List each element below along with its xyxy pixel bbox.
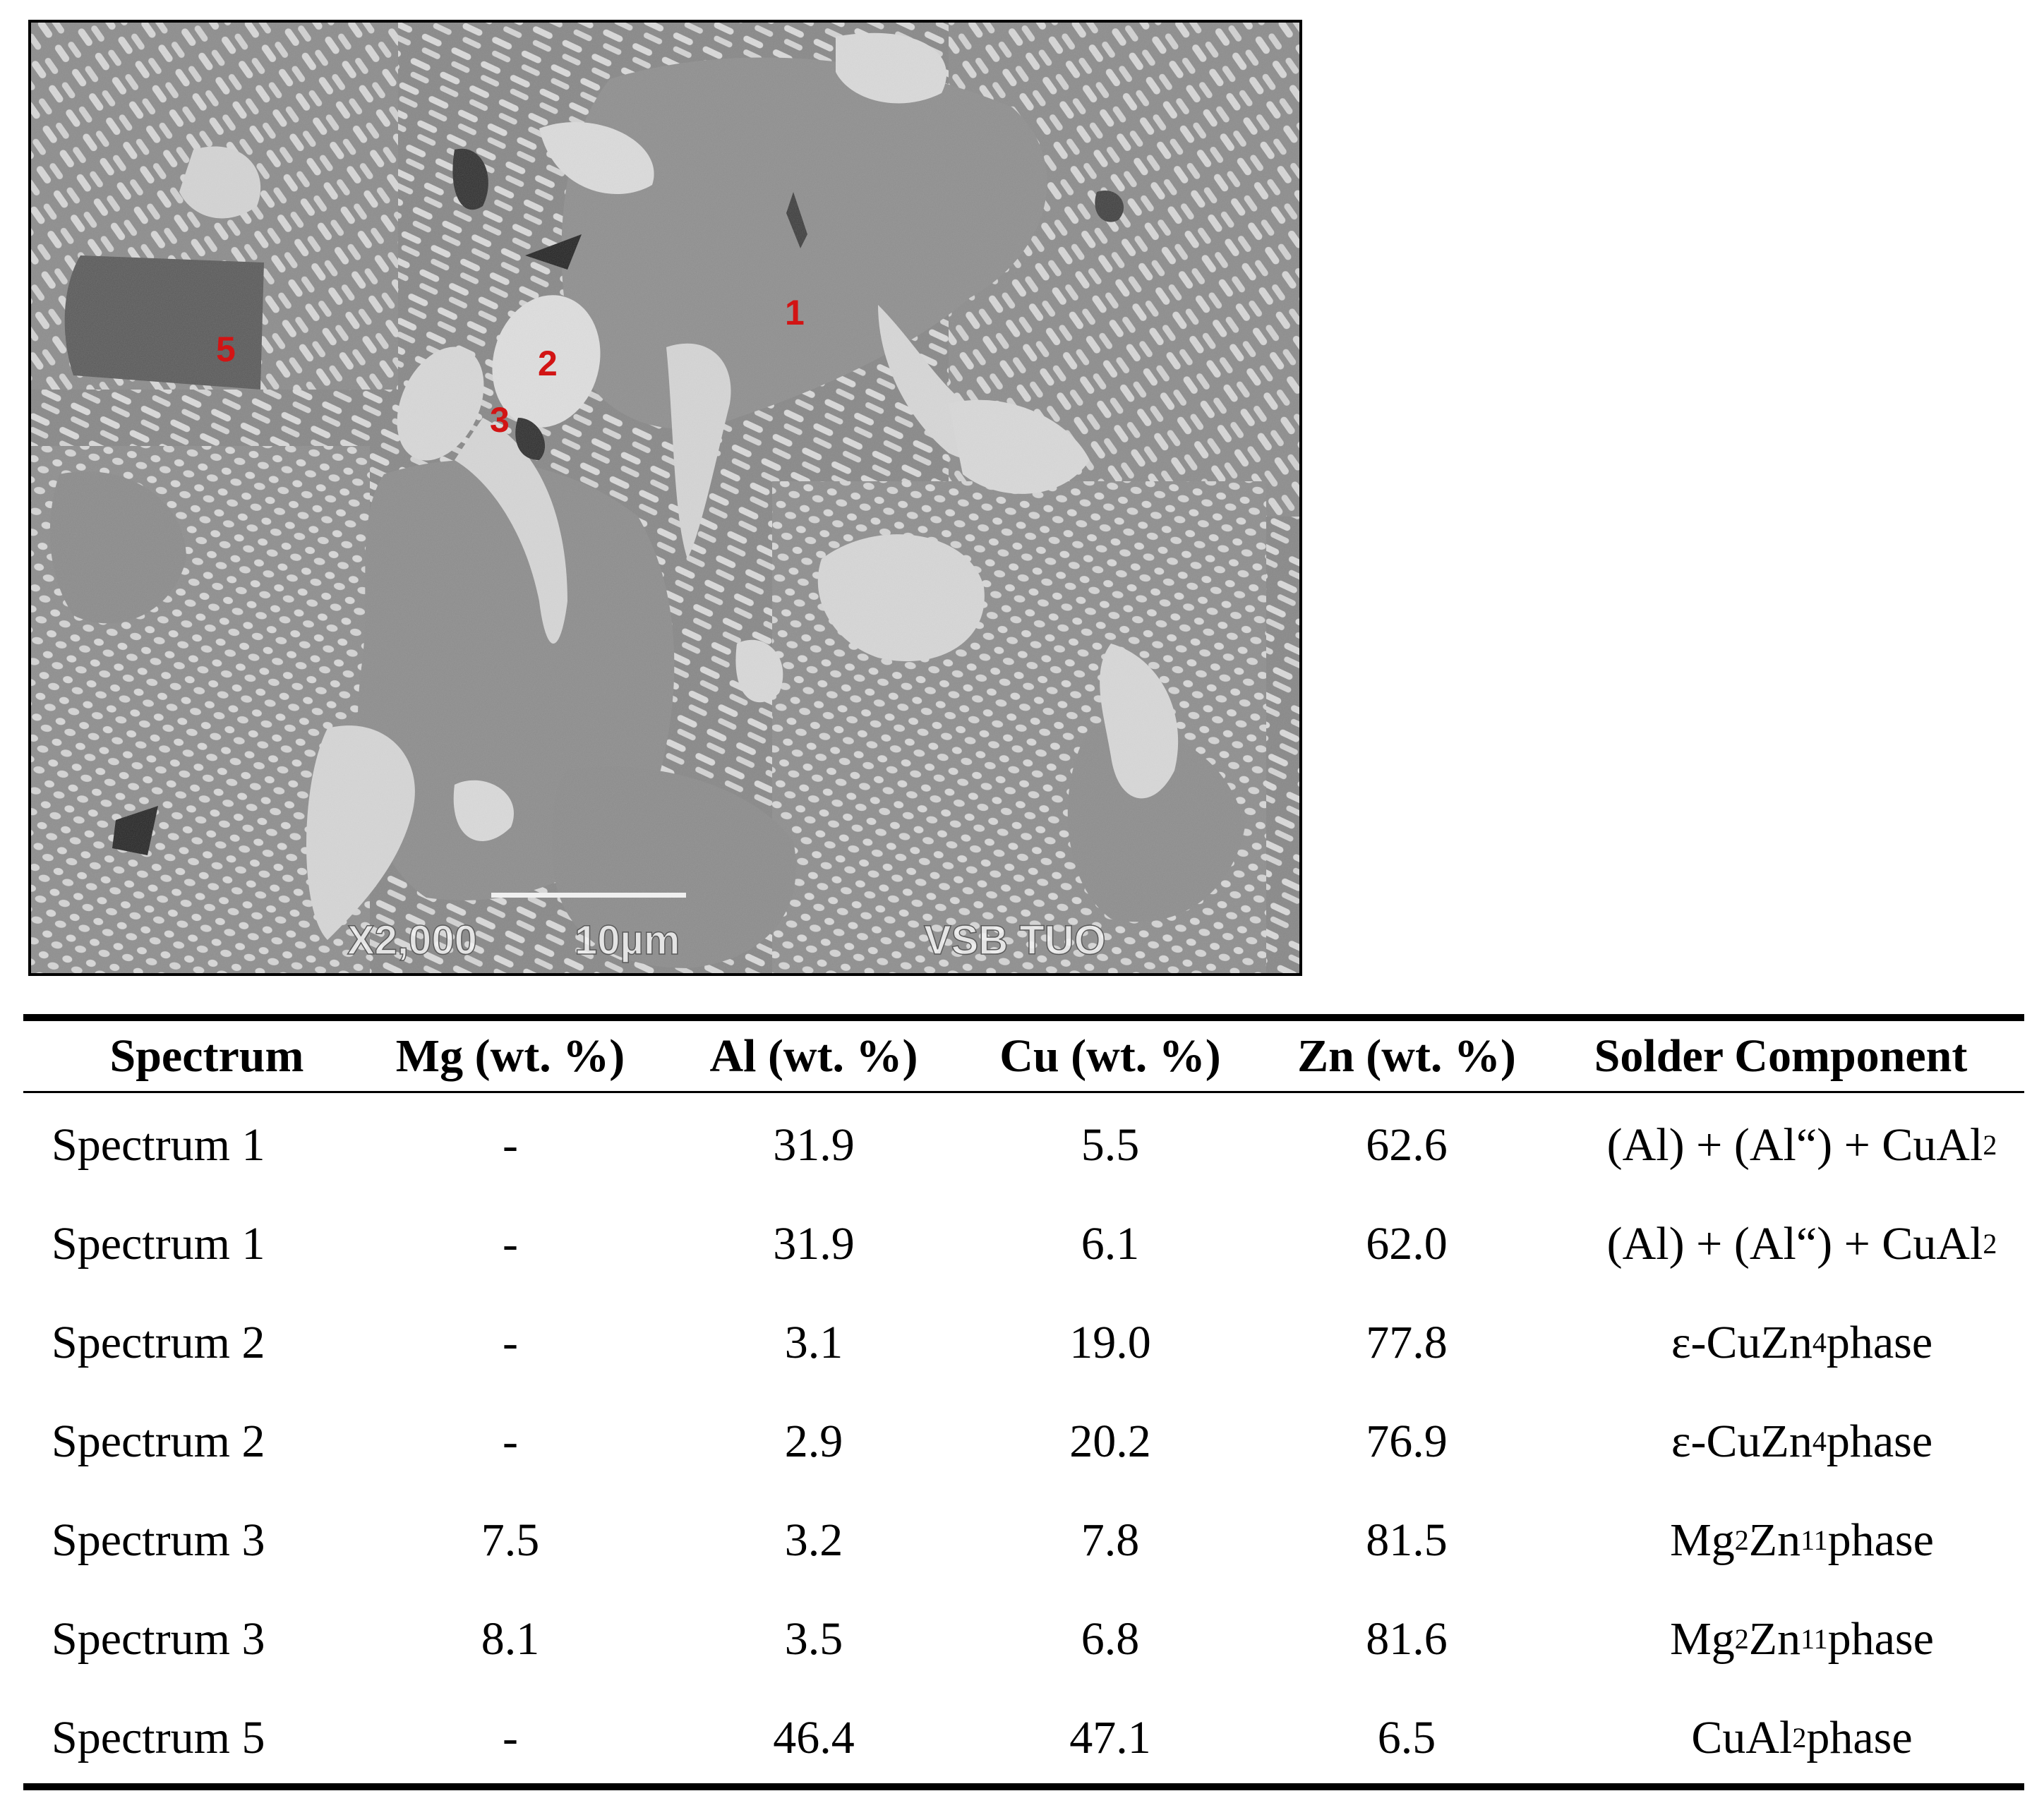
cell-component: ε-CuZn 4 phase — [1671, 1317, 1933, 1368]
cell-al: 31.9 — [773, 1119, 855, 1171]
cell-component: Mg 2 Zn 11 phase — [1670, 1514, 1934, 1566]
cell-mg: - — [503, 1119, 518, 1171]
table-top-rule — [23, 1014, 2024, 1021]
table-row: Spectrum 2 - 2.9 20.2 76.9 ε-CuZn 4 phase — [23, 1392, 2024, 1491]
scale-bar — [491, 893, 686, 898]
cell-cu: 20.2 — [1069, 1416, 1151, 1467]
cell-component: ε-CuZn 4 phase — [1671, 1416, 1933, 1467]
cell-al: 2.9 — [784, 1416, 843, 1467]
cell-al: 31.9 — [773, 1218, 855, 1270]
micrograph-image: 1 2 3 5 X2,000 10µm VSB TUO — [31, 23, 1299, 973]
cell-spectrum: Spectrum 5 — [52, 1712, 265, 1763]
cell-zn: 77.8 — [1366, 1317, 1448, 1368]
cell-component: (Al) + (Al“) + CuAl 2 — [1606, 1218, 1997, 1270]
header-component: Solder Component — [1594, 1030, 1968, 1082]
spot-label-1: 1 — [785, 293, 805, 332]
cell-cu: 6.1 — [1081, 1218, 1140, 1270]
cell-mg: - — [503, 1218, 518, 1270]
cell-zn: 62.6 — [1366, 1119, 1448, 1171]
cell-zn: 81.5 — [1366, 1514, 1448, 1566]
sem-micrograph: 1 2 3 5 X2,000 10µm VSB TUO — [28, 20, 1302, 976]
cell-mg: 7.5 — [481, 1514, 540, 1566]
table-row: Spectrum 1 - 31.9 5.5 62.6 (Al) + (Al“) … — [23, 1096, 2024, 1195]
cell-component: Mg 2 Zn 11 phase — [1670, 1613, 1934, 1665]
cell-cu: 6.8 — [1081, 1613, 1140, 1665]
institution-label: VSB TUO — [924, 917, 1106, 963]
cell-spectrum: Spectrum 3 — [52, 1514, 265, 1566]
spot-label-2: 2 — [538, 344, 558, 383]
table-row: Spectrum 3 8.1 3.5 6.8 81.6 Mg 2 Zn 11 phas… — [23, 1590, 2024, 1689]
cell-component: CuAl 2 phase — [1691, 1712, 1913, 1763]
table-row: Spectrum 5 - 46.4 47.1 6.5 CuAl 2 phase — [23, 1689, 2024, 1787]
cell-spectrum: Spectrum 1 — [52, 1119, 265, 1171]
cell-zn: 76.9 — [1366, 1416, 1448, 1467]
cell-cu: 47.1 — [1069, 1712, 1151, 1763]
header-mg: Mg (wt. %) — [395, 1030, 625, 1082]
cell-spectrum: Spectrum 3 — [52, 1613, 265, 1665]
cell-cu: 5.5 — [1081, 1119, 1140, 1171]
cell-zn: 62.0 — [1366, 1218, 1448, 1270]
table-row: Spectrum 1 - 31.9 6.1 62.0 (Al) + (Al“) … — [23, 1195, 2024, 1294]
cell-component: (Al) + (Al“) + CuAl 2 — [1606, 1119, 1997, 1171]
cell-cu: 19.0 — [1069, 1317, 1151, 1368]
header-cu: Cu (wt. %) — [999, 1030, 1221, 1082]
cell-mg: - — [503, 1416, 518, 1467]
header-spectrum: Spectrum — [109, 1030, 304, 1082]
table-row: Spectrum 2 - 3.1 19.0 77.8 ε-CuZn 4 phase — [23, 1294, 2024, 1392]
magnification-label: X2,000 — [347, 917, 477, 963]
header-al: Al (wt. %) — [709, 1030, 918, 1082]
cell-al: 46.4 — [773, 1712, 855, 1763]
spot-label-3: 3 — [490, 400, 510, 440]
table-bottom-rule — [23, 1783, 2024, 1790]
header-zn: Zn (wt. %) — [1297, 1030, 1516, 1082]
cell-mg: - — [503, 1712, 518, 1763]
cell-al: 3.2 — [784, 1514, 843, 1566]
cell-cu: 7.8 — [1081, 1514, 1140, 1566]
cell-mg: - — [503, 1317, 518, 1368]
spot-label-5: 5 — [216, 330, 236, 369]
cell-al: 3.1 — [784, 1317, 843, 1368]
cell-spectrum: Spectrum 2 — [52, 1317, 265, 1368]
table-row: Spectrum 3 7.5 3.2 7.8 81.5 Mg 2 Zn 11 phas… — [23, 1491, 2024, 1590]
cell-spectrum: Spectrum 1 — [52, 1218, 265, 1270]
cell-zn: 6.5 — [1377, 1712, 1436, 1763]
cell-spectrum: Spectrum 2 — [52, 1416, 265, 1467]
table-header-rule — [23, 1091, 2024, 1093]
cell-al: 3.5 — [784, 1613, 843, 1665]
cell-mg: 8.1 — [481, 1613, 540, 1665]
scale-bar-label: 10µm — [575, 917, 680, 963]
cell-zn: 81.6 — [1366, 1613, 1448, 1665]
